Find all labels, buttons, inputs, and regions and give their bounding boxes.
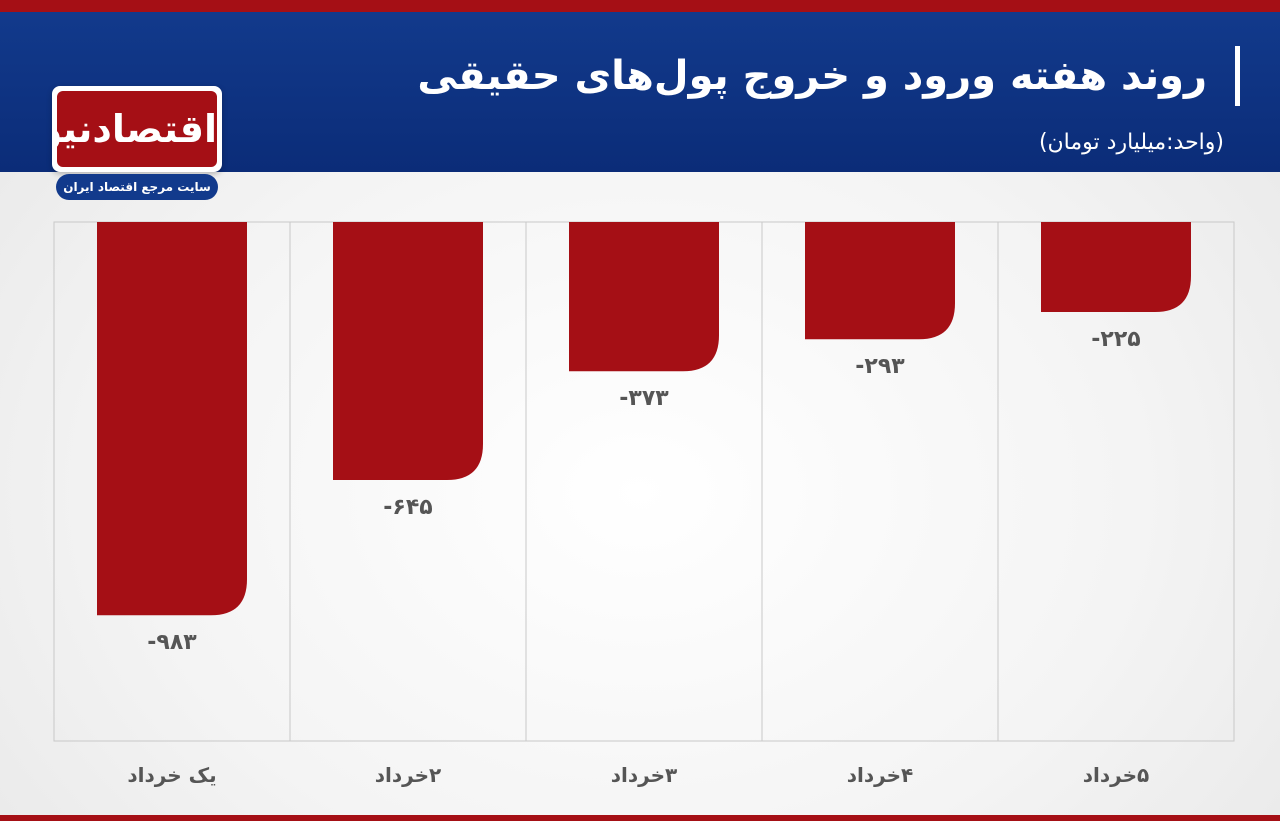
x-tick-label: یک خرداد bbox=[127, 763, 216, 787]
top-stripe bbox=[0, 0, 1280, 12]
data-label: -۲۲۵ bbox=[1091, 327, 1140, 352]
x-tick-label: ۵خرداد bbox=[1083, 763, 1149, 787]
data-label: -۲۹۳ bbox=[855, 354, 905, 379]
plot-area: -۹۸۳ یک خرداد -۶۴۵ ۲خرداد -۳۷۳ ۳خرداد -۲۹۳ ۴خرد… bbox=[53, 221, 1235, 787]
logo-tagline: سایت مرجع اقتصاد ایران bbox=[56, 174, 218, 200]
chart-title: روند هفته ورود و خروج پول‌های حقیقی bbox=[417, 46, 1240, 106]
bar bbox=[569, 222, 719, 372]
data-label: -۹۸۳ bbox=[147, 630, 197, 655]
bar bbox=[333, 222, 483, 480]
unit-label: (واحد:میلیارد تومان) bbox=[1038, 130, 1224, 155]
bar bbox=[1041, 222, 1191, 312]
bottom-stripe bbox=[0, 815, 1280, 821]
logo-wordmark: اقتصادنیوز bbox=[57, 91, 217, 167]
x-tick-label: ۲خرداد bbox=[375, 763, 441, 787]
logo-frame: اقتصادنیوز bbox=[52, 86, 222, 172]
x-tick-label: ۳خرداد bbox=[611, 763, 677, 787]
data-label: -۶۴۵ bbox=[383, 495, 432, 520]
bar bbox=[97, 222, 247, 616]
data-label: -۳۷۳ bbox=[619, 386, 669, 411]
x-tick-label: ۴خرداد bbox=[847, 763, 913, 787]
bar bbox=[805, 222, 955, 340]
site-logo: اقتصادنیوز سایت مرجع اقتصاد ایران bbox=[52, 86, 222, 200]
